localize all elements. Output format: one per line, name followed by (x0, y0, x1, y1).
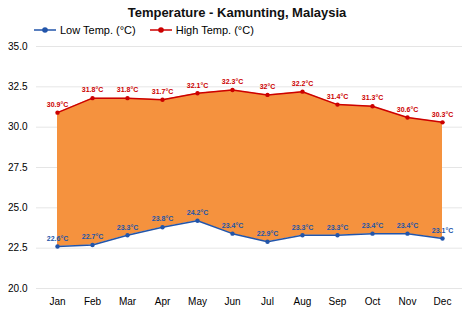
svg-text:20.0: 20.0 (8, 283, 28, 294)
svg-text:23.3°C: 23.3°C (117, 224, 138, 231)
html-text:Temperature - Kamunting, Malay: Temperature - Kamunting, Malaysia (127, 5, 347, 20)
svg-text:23.4°C: 23.4°C (362, 222, 383, 229)
svg-text:23.1°C: 23.1°C (432, 227, 453, 234)
html-text:Low Temp. (°C): Low Temp. (°C) (60, 24, 136, 36)
svg-text:24.2°C: 24.2°C (187, 209, 208, 216)
svg-text:30.9°C: 30.9°C (47, 101, 68, 108)
svg-text:Jul: Jul (261, 296, 274, 307)
svg-text:May: May (188, 296, 207, 307)
svg-text:30.6°C: 30.6°C (397, 106, 418, 113)
svg-text:31.3°C: 31.3°C (362, 94, 383, 101)
svg-text:27.5: 27.5 (8, 162, 28, 173)
svg-text:Jun: Jun (224, 296, 240, 307)
svg-text:Feb: Feb (84, 296, 102, 307)
svg-text:32.1°C: 32.1°C (187, 82, 208, 89)
svg-text:32.3°C: 32.3°C (222, 78, 243, 85)
svg-text:35.0: 35.0 (8, 41, 28, 52)
svg-text:22.9°C: 22.9°C (257, 230, 278, 237)
svg-text:31.8°C: 31.8°C (82, 86, 103, 93)
svg-text:Mar: Mar (119, 296, 137, 307)
html-text:High Temp. (°C): High Temp. (°C) (175, 24, 254, 36)
svg-text:23.3°C: 23.3°C (292, 224, 313, 231)
svg-text:Sep: Sep (329, 296, 347, 307)
svg-text:Jan: Jan (49, 296, 65, 307)
svg-text:31.7°C: 31.7°C (152, 88, 173, 95)
svg-text:25.0: 25.0 (8, 202, 28, 213)
svg-text:32.2°C: 32.2°C (292, 80, 313, 87)
svg-text:Nov: Nov (399, 296, 417, 307)
svg-text:32.5: 32.5 (8, 81, 28, 92)
svg-text:22.6°C: 22.6°C (47, 235, 68, 242)
svg-text:22.5: 22.5 (8, 242, 28, 253)
svg-text:Apr: Apr (155, 296, 171, 307)
svg-text:Aug: Aug (294, 296, 312, 307)
svg-text:22.7°C: 22.7°C (82, 233, 103, 240)
svg-text:31.8°C: 31.8°C (117, 86, 138, 93)
svg-text:Oct: Oct (365, 296, 381, 307)
svg-text:23.3°C: 23.3°C (327, 224, 348, 231)
svg-text:23.8°C: 23.8°C (152, 215, 173, 222)
svg-text:30.3°C: 30.3°C (432, 111, 453, 118)
svg-text:23.4°C: 23.4°C (397, 222, 418, 229)
svg-text:30.0: 30.0 (8, 121, 28, 132)
svg-text:31.4°C: 31.4°C (327, 93, 348, 100)
svg-text:32°C: 32°C (260, 83, 276, 90)
svg-text:Dec: Dec (434, 296, 452, 307)
svg-text:23.4°C: 23.4°C (222, 222, 243, 229)
